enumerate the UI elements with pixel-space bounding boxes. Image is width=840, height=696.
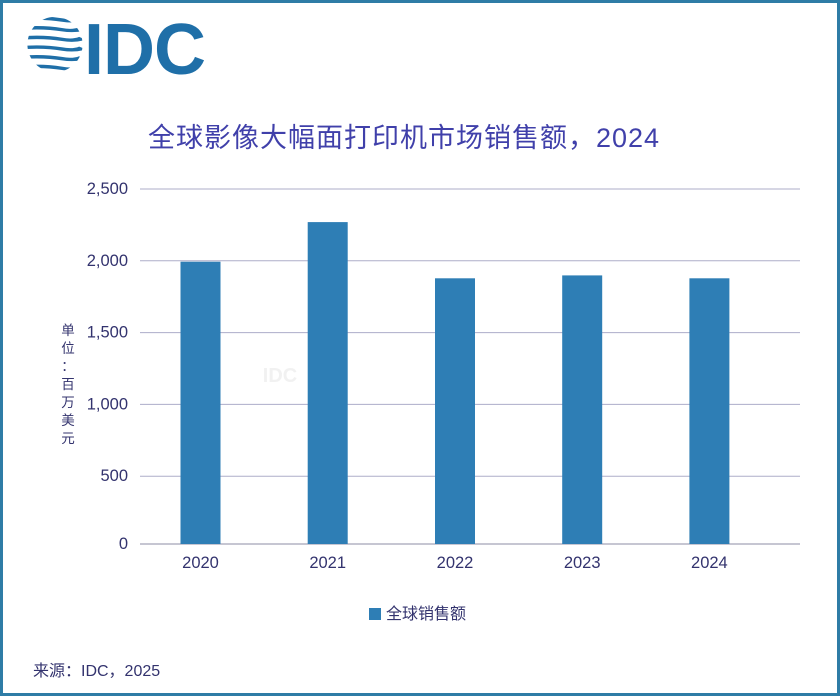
svg-text:500: 500 — [100, 467, 128, 485]
svg-text:2023: 2023 — [564, 554, 601, 572]
svg-text:万: 万 — [61, 395, 75, 410]
svg-text:：: ： — [61, 359, 75, 374]
svg-text:元: 元 — [61, 431, 75, 446]
svg-text:全球销售额: 全球销售额 — [386, 605, 466, 623]
svg-text:单: 单 — [61, 323, 75, 338]
svg-text:0: 0 — [119, 535, 128, 553]
svg-text:1,500: 1,500 — [87, 324, 128, 342]
svg-text:1,000: 1,000 — [87, 395, 128, 413]
svg-text:2021: 2021 — [309, 554, 346, 572]
svg-text:2024: 2024 — [691, 554, 728, 572]
svg-text:IDC: IDC — [263, 365, 297, 387]
svg-text:2,500: 2,500 — [87, 180, 128, 198]
svg-text:2022: 2022 — [437, 554, 474, 572]
svg-text:来源：IDC，2025: 来源：IDC，2025 — [33, 662, 160, 680]
svg-text:2,000: 2,000 — [87, 252, 128, 270]
svg-text:百: 百 — [61, 377, 75, 392]
svg-text:位: 位 — [61, 341, 75, 356]
svg-text:美: 美 — [61, 413, 75, 428]
svg-text:2020: 2020 — [182, 554, 219, 572]
